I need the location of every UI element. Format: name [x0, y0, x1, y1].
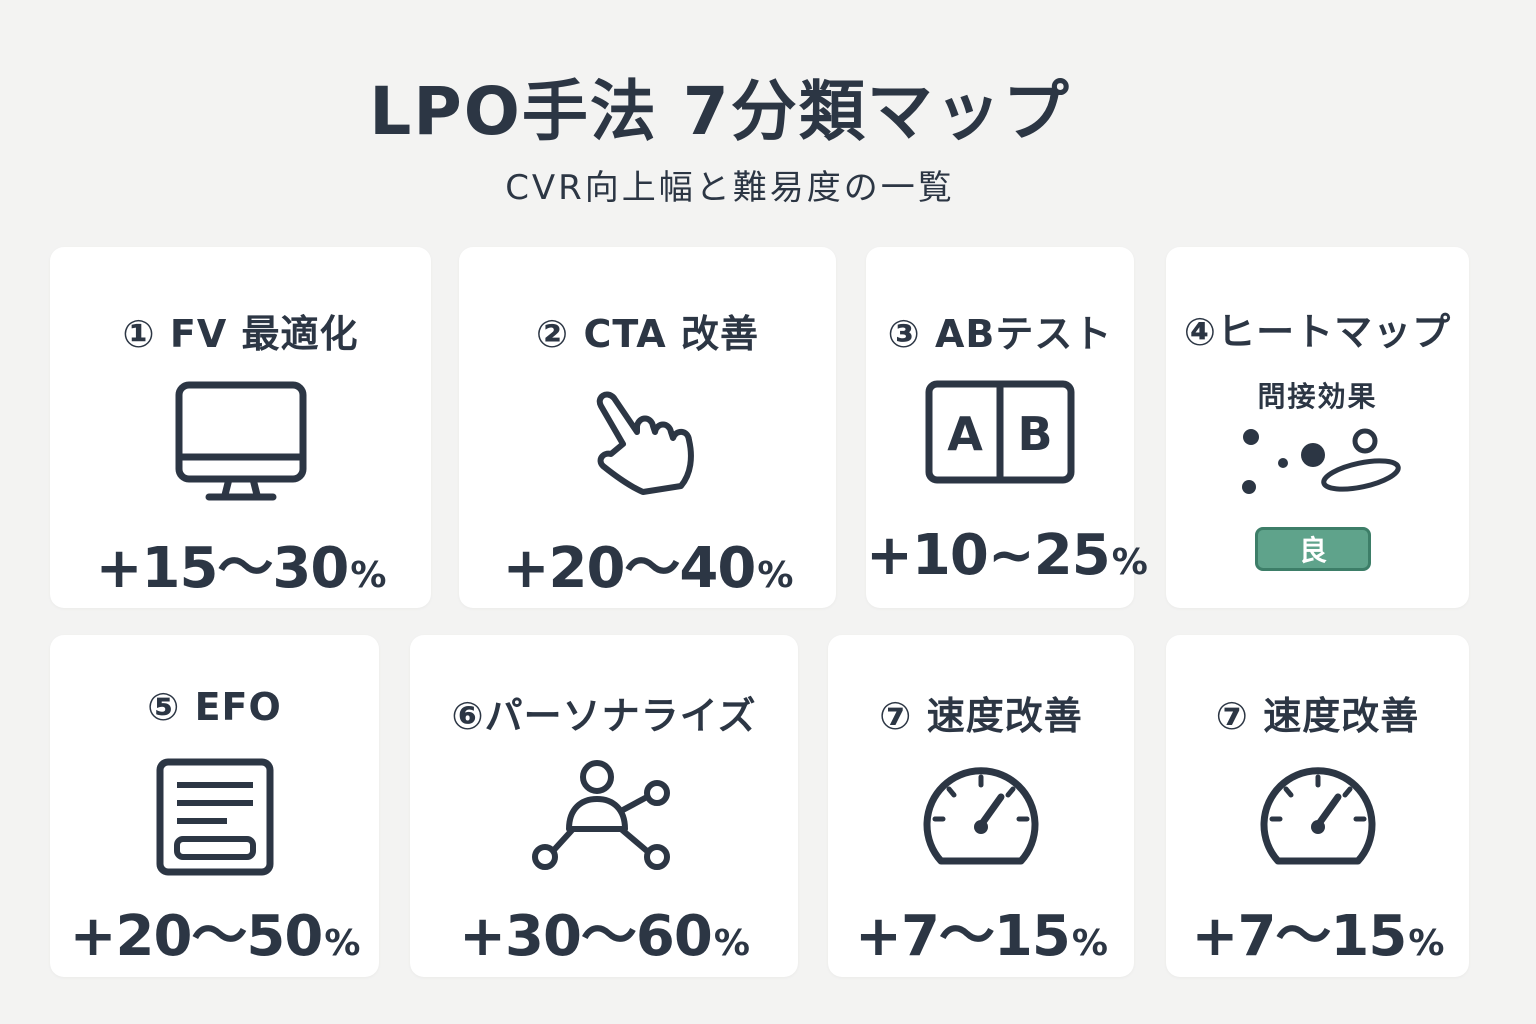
user-network-icon [532, 760, 670, 870]
cvr-value: +15～30% [95, 536, 387, 601]
form-icon [156, 758, 273, 876]
speedometer-icon [923, 767, 1039, 865]
speedometer-icon [1260, 767, 1375, 865]
cvr-value: +7～15% [1191, 904, 1445, 969]
card-fv-optimization: ① FV 最適化 +15～30% [50, 247, 431, 608]
heatmap-dots-icon [1241, 428, 1401, 494]
card-title: ⑤ EFO [147, 685, 282, 729]
monitor-icon [175, 381, 306, 501]
card-title: ④ヒートマップ [1183, 310, 1452, 354]
ab-split-icon: A B [925, 380, 1075, 484]
card-title: ② CTA 改善 [536, 312, 759, 356]
card-efo: ⑤ EFO +20～50% [50, 635, 379, 977]
cvr-value: +30～60% [459, 904, 750, 969]
cvr-value: +20～50% [69, 904, 361, 969]
cvr-value: +7～15% [855, 904, 1108, 969]
card-title: ① FV 最適化 [122, 312, 359, 356]
cvr-value: +20～40% [502, 536, 794, 601]
card-title: ⑦ 速度改善 [1215, 694, 1420, 738]
card-heatmap: ④ヒートマップ 問接効果 良 [1166, 247, 1469, 608]
card-personalize: ⑥パーソナライズ +30～60% [410, 635, 798, 977]
page-title: LPO手法 7分類マップ [369, 73, 1071, 150]
card-cta-improvement: ② CTA 改善 +20～40% [459, 247, 836, 608]
pointing-hand-icon [596, 391, 694, 495]
status-badge: 良 [1255, 527, 1371, 571]
card-title: ③ ABテスト [887, 312, 1113, 356]
card-title: ⑥パーソナライズ [451, 694, 757, 738]
card-subtitle: 問接効果 [1257, 380, 1378, 413]
card-speed-improvement: ⑦ 速度改善 +7～15% [1166, 635, 1469, 977]
svg-text:B: B [1017, 407, 1052, 461]
page-subtitle: CVR向上幅と難易度の一覧 [505, 168, 955, 208]
cvr-value: +10~25% [866, 523, 1148, 588]
card-ab-test: ③ ABテスト A B +10~25% [866, 247, 1148, 608]
card-title: ⑦ 速度改善 [879, 694, 1083, 738]
card-speed-improvement: ⑦ 速度改善 +7～15% [828, 635, 1134, 977]
svg-text:A: A [947, 407, 983, 461]
